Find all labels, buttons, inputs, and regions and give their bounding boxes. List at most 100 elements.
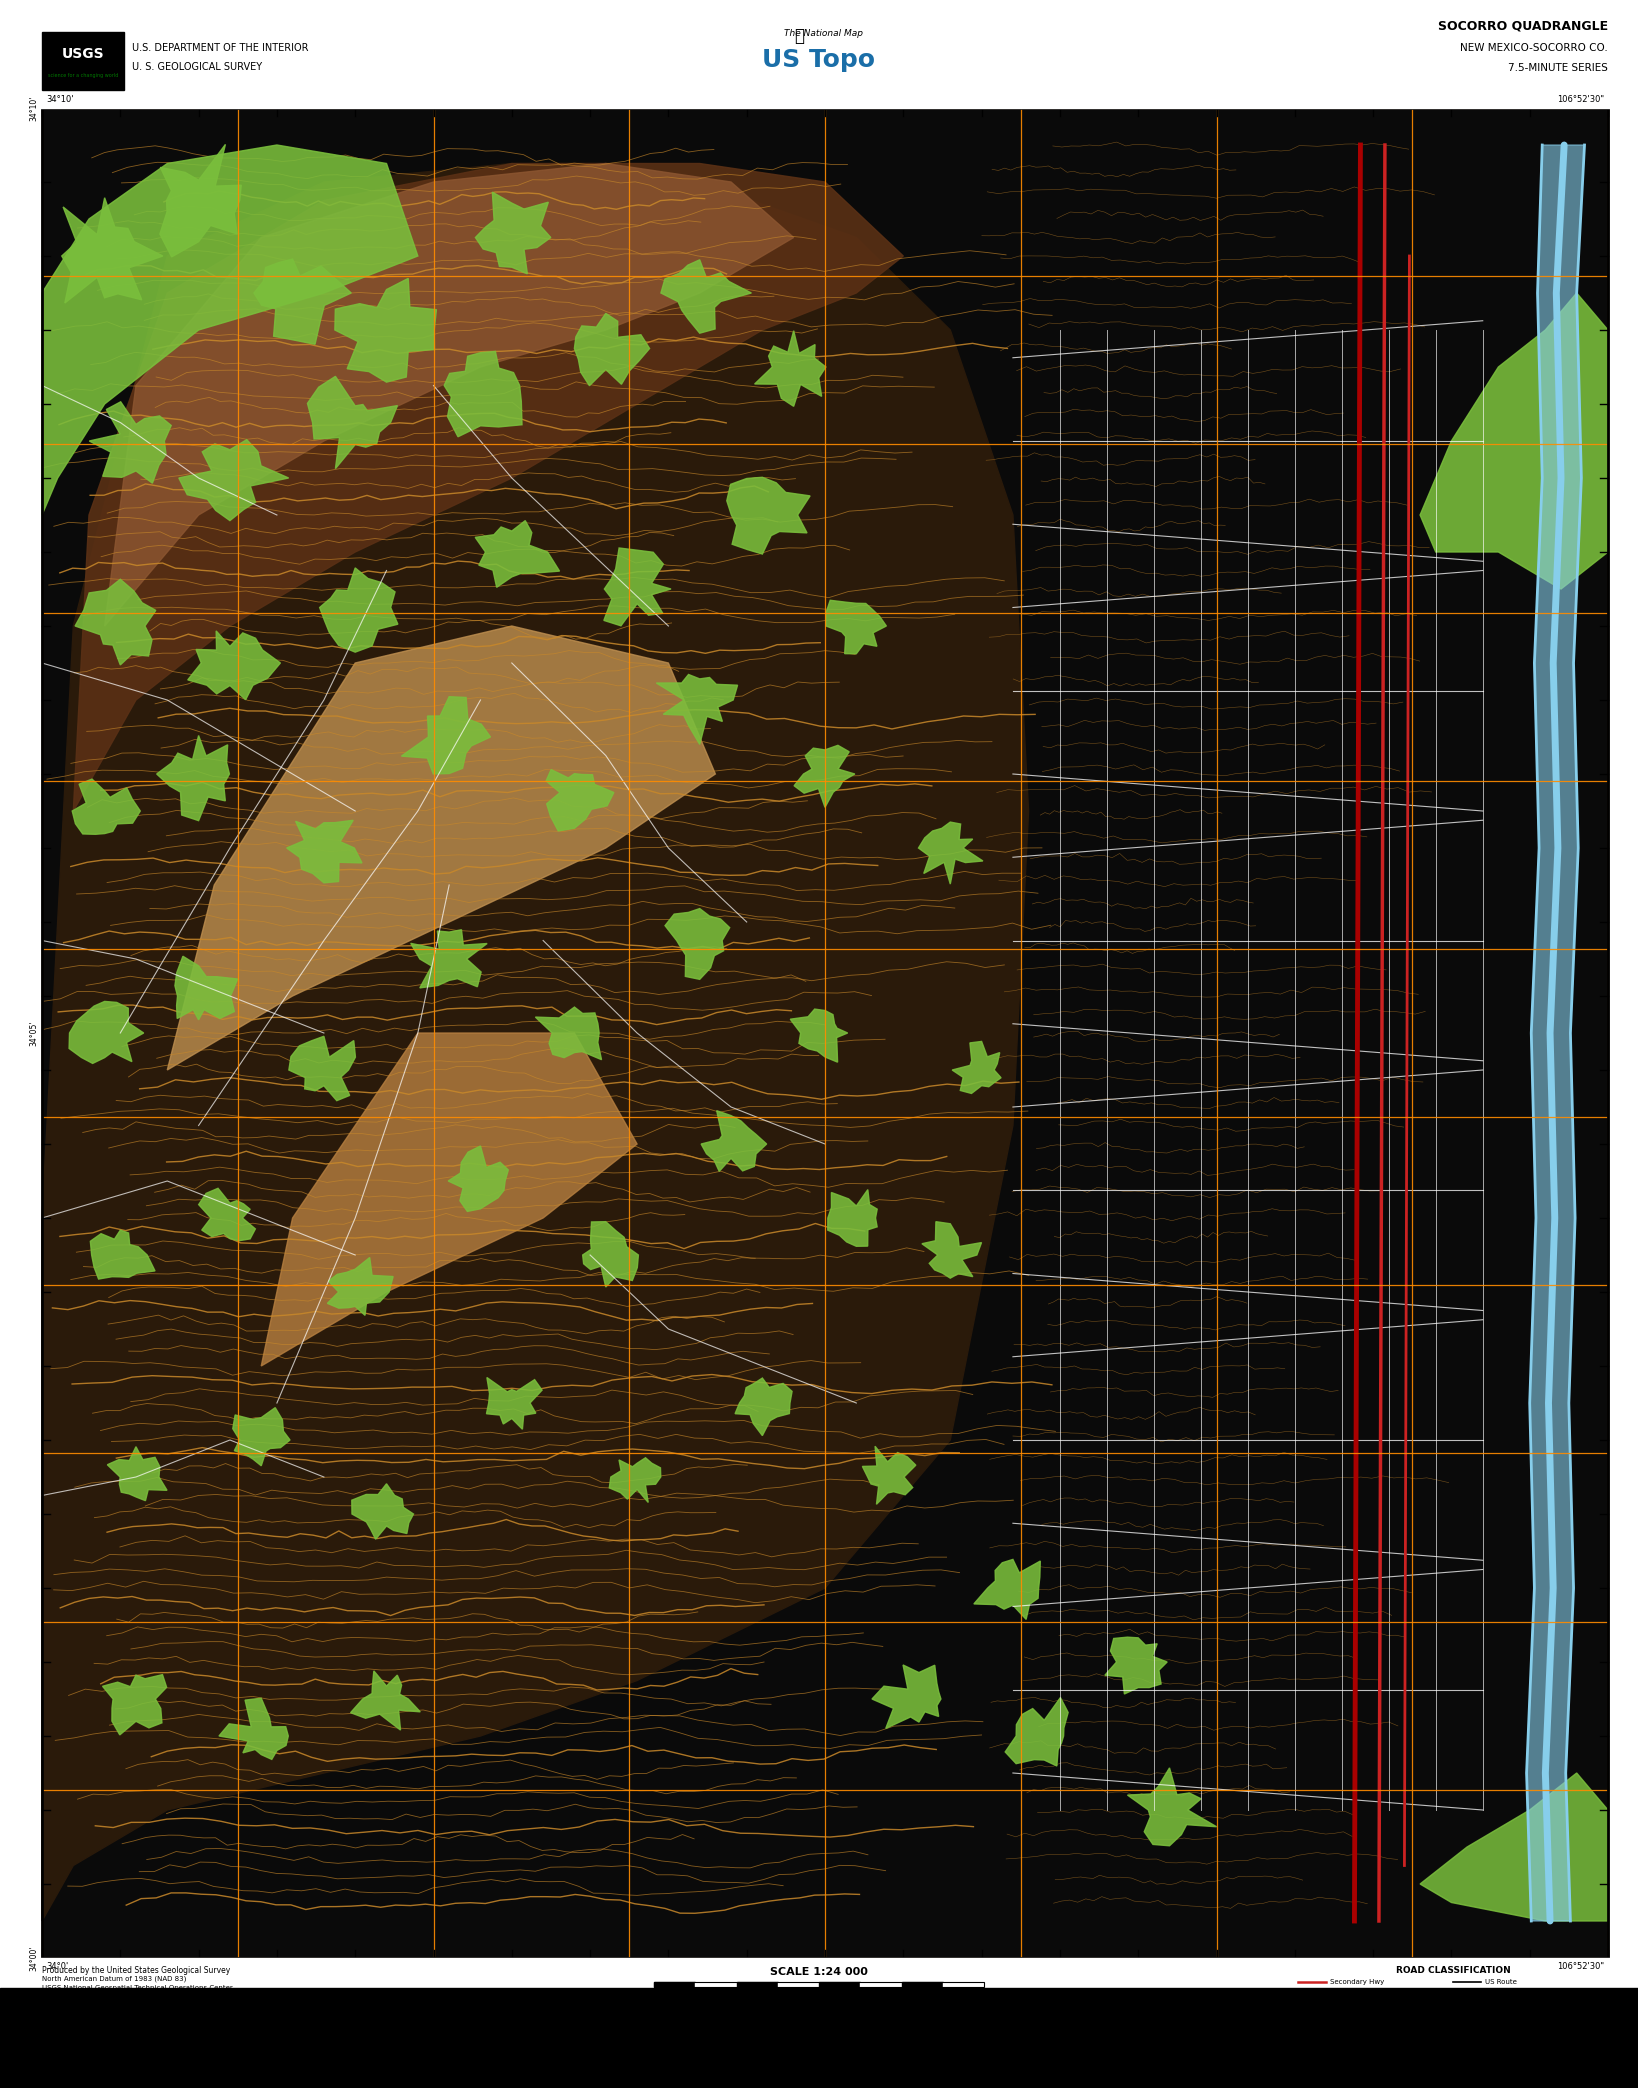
- Text: 106°52'30": 106°52'30": [1556, 1963, 1604, 1971]
- Bar: [654, 1982, 984, 1986]
- Polygon shape: [105, 163, 794, 626]
- Polygon shape: [69, 1002, 144, 1063]
- Polygon shape: [794, 745, 855, 808]
- Polygon shape: [287, 821, 362, 883]
- Text: 34°00': 34°00': [29, 1946, 38, 1971]
- Text: 7.5-MINUTE SERIES: 7.5-MINUTE SERIES: [1509, 63, 1609, 73]
- Polygon shape: [604, 547, 672, 626]
- Polygon shape: [755, 330, 826, 407]
- Polygon shape: [660, 259, 752, 334]
- Text: 34°0': 34°0': [46, 1963, 69, 1971]
- Text: USGS: USGS: [62, 48, 105, 61]
- Text: NEW MEXICO-SOCORRO CO.: NEW MEXICO-SOCORRO CO.: [1459, 44, 1609, 52]
- Polygon shape: [583, 1221, 639, 1286]
- Bar: [778, 1982, 819, 1986]
- Bar: [901, 1982, 943, 1986]
- Polygon shape: [352, 1485, 413, 1539]
- Polygon shape: [328, 1257, 393, 1315]
- Bar: [0, 0, 1638, 109]
- Polygon shape: [790, 1009, 847, 1063]
- Text: 34°10': 34°10': [46, 94, 74, 104]
- Text: ROAD CLASSIFICATION: ROAD CLASSIFICATION: [1396, 1967, 1510, 1975]
- Polygon shape: [103, 1675, 167, 1735]
- Bar: [654, 1982, 695, 1986]
- Polygon shape: [975, 1560, 1040, 1620]
- Bar: [43, 31, 124, 90]
- Text: U.S. DEPARTMENT OF THE INTERIOR: U.S. DEPARTMENT OF THE INTERIOR: [133, 44, 308, 52]
- Polygon shape: [575, 313, 650, 386]
- Polygon shape: [72, 779, 141, 835]
- Polygon shape: [862, 1447, 916, 1503]
- Polygon shape: [727, 478, 811, 553]
- Polygon shape: [43, 163, 1029, 1921]
- Polygon shape: [922, 1221, 981, 1278]
- Bar: [695, 1982, 737, 1986]
- Polygon shape: [449, 1146, 508, 1211]
- Polygon shape: [74, 163, 903, 810]
- Polygon shape: [545, 770, 614, 831]
- Polygon shape: [411, 929, 486, 988]
- Text: USGS National Geospatial Technical Operations Center: USGS National Geospatial Technical Opera…: [43, 1986, 233, 1992]
- Text: The National Map: The National Map: [785, 29, 863, 38]
- Polygon shape: [254, 259, 351, 345]
- Bar: [0, 1959, 1638, 1986]
- Polygon shape: [75, 578, 156, 664]
- Text: SOCORRO QUADRANGLE: SOCORRO QUADRANGLE: [1438, 19, 1609, 33]
- Polygon shape: [826, 599, 886, 654]
- Polygon shape: [288, 1036, 355, 1100]
- Polygon shape: [919, 823, 983, 883]
- Text: 34°05': 34°05': [29, 1021, 38, 1046]
- Polygon shape: [952, 1042, 1001, 1094]
- Text: science for a changing world: science for a changing world: [48, 73, 118, 77]
- Text: Local Road: Local Road: [1330, 1990, 1368, 1996]
- Text: SCALE 1:24 000: SCALE 1:24 000: [770, 1967, 868, 1977]
- Bar: [43, 109, 1609, 1959]
- Text: North American Datum of 1983 (NAD 83): North American Datum of 1983 (NAD 83): [43, 1975, 187, 1982]
- Polygon shape: [486, 1378, 542, 1430]
- Polygon shape: [536, 1006, 601, 1061]
- Polygon shape: [161, 144, 241, 257]
- Polygon shape: [175, 956, 238, 1019]
- Polygon shape: [475, 520, 560, 587]
- Polygon shape: [233, 1407, 290, 1466]
- Polygon shape: [475, 192, 550, 274]
- Polygon shape: [871, 1664, 940, 1729]
- Polygon shape: [827, 1190, 878, 1247]
- Text: 106°52'30": 106°52'30": [1556, 94, 1604, 104]
- Bar: [43, 109, 1609, 1959]
- Bar: [943, 1982, 984, 1986]
- Polygon shape: [90, 1230, 156, 1280]
- Polygon shape: [88, 401, 172, 482]
- Polygon shape: [444, 351, 523, 436]
- Polygon shape: [219, 1698, 288, 1760]
- Polygon shape: [1527, 144, 1584, 1921]
- Text: US Route: US Route: [1486, 1979, 1517, 1986]
- Polygon shape: [62, 198, 162, 303]
- Bar: [860, 1982, 901, 1986]
- Text: Secondary Hwy: Secondary Hwy: [1330, 1979, 1384, 1986]
- Polygon shape: [1106, 1637, 1168, 1693]
- Polygon shape: [657, 674, 737, 745]
- Polygon shape: [308, 376, 398, 468]
- Polygon shape: [665, 908, 729, 979]
- Polygon shape: [319, 568, 398, 651]
- Text: U. S. GEOLOGICAL SURVEY: U. S. GEOLOGICAL SURVEY: [133, 63, 262, 71]
- Polygon shape: [43, 144, 418, 516]
- Text: Interstate Route: Interstate Route: [1330, 2000, 1386, 2007]
- Bar: [819, 1982, 860, 1986]
- Polygon shape: [1420, 292, 1609, 589]
- Polygon shape: [735, 1378, 793, 1437]
- Polygon shape: [167, 626, 716, 1069]
- Polygon shape: [1127, 1769, 1217, 1846]
- Text: 🌐: 🌐: [794, 27, 804, 46]
- Polygon shape: [188, 631, 280, 699]
- Polygon shape: [334, 278, 436, 382]
- Polygon shape: [1420, 1773, 1609, 1921]
- Text: US Topo: US Topo: [763, 48, 875, 71]
- Polygon shape: [609, 1457, 660, 1503]
- Polygon shape: [351, 1670, 421, 1731]
- Text: State Route: State Route: [1486, 1990, 1525, 1996]
- Text: Produced by the United States Geological Survey: Produced by the United States Geological…: [43, 1967, 231, 1975]
- Polygon shape: [108, 1447, 167, 1501]
- Polygon shape: [1006, 1698, 1068, 1766]
